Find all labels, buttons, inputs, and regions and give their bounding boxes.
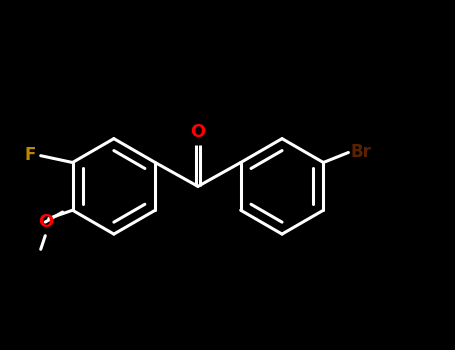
Text: O: O: [190, 123, 206, 141]
Text: F: F: [25, 146, 36, 164]
Text: O: O: [38, 213, 53, 231]
Text: Br: Br: [351, 142, 372, 161]
